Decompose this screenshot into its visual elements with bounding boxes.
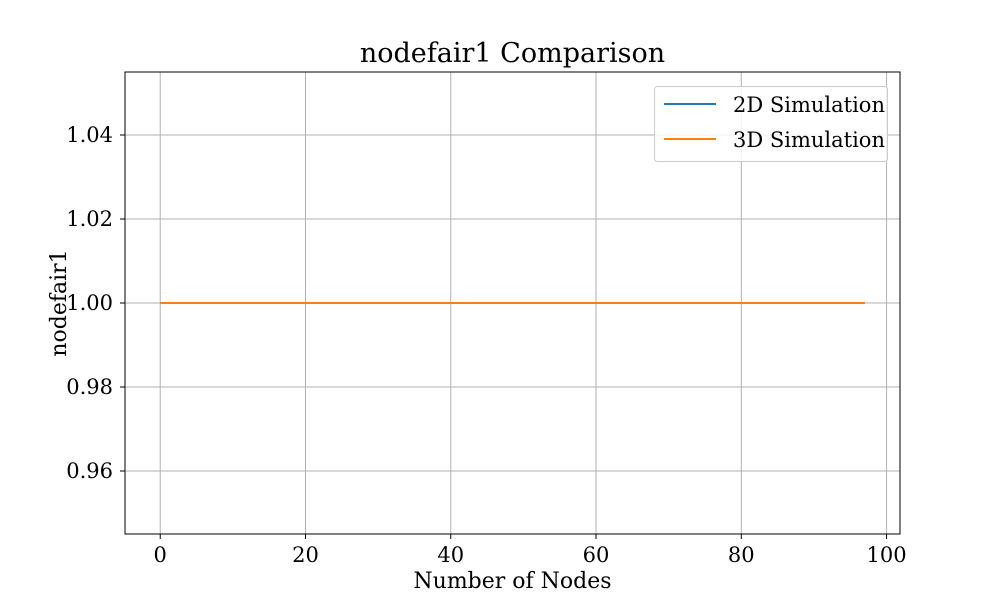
x-axis-label: Number of Nodes bbox=[413, 569, 611, 594]
y-axis-ticks: 0.96 0.98 1.00 1.02 1.04 bbox=[66, 123, 125, 483]
y-tick-label: 1.00 bbox=[66, 291, 113, 315]
x-tick-label: 20 bbox=[292, 543, 319, 567]
x-tick-label: 0 bbox=[154, 543, 167, 567]
y-tick-label: 1.04 bbox=[66, 123, 113, 147]
y-tick-label: 1.02 bbox=[66, 207, 113, 231]
y-tick-label: 0.96 bbox=[66, 459, 113, 483]
legend-label-2d: 2D Simulation bbox=[733, 93, 885, 117]
x-tick-label: 100 bbox=[867, 543, 907, 567]
x-axis-ticks: 0 20 40 60 80 100 bbox=[154, 534, 907, 567]
y-axis-label: nodefair1 bbox=[47, 249, 72, 356]
legend: 2D Simulation 3D Simulation bbox=[654, 86, 888, 162]
y-tick-label: 0.98 bbox=[66, 375, 113, 399]
x-tick-label: 60 bbox=[583, 543, 610, 567]
legend-box bbox=[654, 86, 888, 162]
chart-title: nodefair1 Comparison bbox=[360, 38, 665, 69]
legend-label-3d: 3D Simulation bbox=[733, 128, 885, 152]
x-tick-label: 40 bbox=[437, 543, 464, 567]
x-tick-label: 80 bbox=[728, 543, 755, 567]
